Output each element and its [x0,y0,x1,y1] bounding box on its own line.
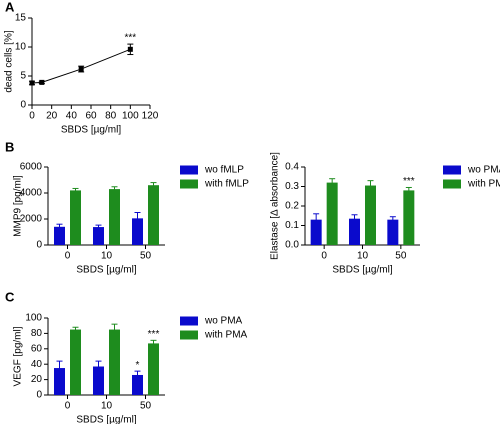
legend-swatch [180,316,198,326]
y-tick-label: 5 [20,71,26,82]
data-point [127,46,133,52]
legend-label: with fMLP [204,179,249,190]
bar [109,189,120,245]
x-tick-label: 100 [122,111,139,122]
y-tick-label: 2000 [20,214,43,225]
x-tick-label: 50 [140,401,152,412]
legend-swatch [443,179,461,189]
x-tick-label: 0 [65,401,71,412]
x-tick-label: 0 [65,251,71,262]
y-tick-label: 0 [20,100,26,111]
y-tick-label: 60 [31,343,43,354]
bar [326,182,338,245]
bar [310,219,322,245]
significance-label: * [136,360,140,371]
bar [93,227,104,245]
bar [54,226,65,245]
panel-label: A [5,0,15,14]
bar [365,185,376,245]
legend-swatch [180,330,198,340]
significance-label: *** [148,329,160,340]
y-tick-label: 0 [36,390,42,401]
x-tick-label: 0 [29,111,35,122]
x-axis-label: SBDS [µg/ml] [332,265,392,276]
data-point [29,80,35,86]
data-point [39,79,45,85]
y-axis-label: dead cells [%] [4,30,15,92]
significance-label: *** [403,176,415,187]
bar [132,374,143,395]
y-tick-label: 0 [36,240,42,251]
y-axis-label: MMP9 [pg/ml] [13,175,24,237]
bar [403,190,415,245]
y-tick-label: 0.2 [285,201,299,212]
y-tick-label: 6000 [20,162,43,173]
x-axis-label: SBDS [µg/ml] [61,125,121,136]
y-tick-label: 4000 [20,188,43,199]
bar [54,368,65,395]
x-tick-label: 80 [105,111,117,122]
x-axis-label: SBDS [µg/ml] [76,265,136,276]
y-tick-label: 20 [31,374,43,385]
bar [148,185,159,245]
x-tick-label: 10 [357,251,369,262]
bar [109,329,120,395]
bar [387,219,399,245]
y-tick-label: 100 [25,313,42,324]
legend-label: wo PMA [204,316,243,327]
x-tick-label: 40 [66,111,78,122]
panel-label: C [5,289,15,304]
y-axis-label: VEGF [pg/ml] [13,326,24,386]
y-tick-label: 0.0 [285,240,299,251]
x-tick-label: 50 [140,251,152,262]
x-tick-label: 50 [395,251,407,262]
bar [132,218,143,245]
bar [70,190,81,245]
y-tick-label: 80 [31,328,43,339]
x-tick-label: 10 [101,251,113,262]
legend-label: wo PMA [467,165,500,176]
y-axis-label: Elastase [Δ absorbance] [270,152,281,260]
bar [148,343,159,395]
bar [93,366,104,395]
x-tick-label: 120 [142,111,159,122]
legend-label: with PMA [204,330,248,341]
y-tick-label: 10 [15,42,27,53]
legend-swatch [180,165,198,175]
bar [70,329,81,395]
legend-label: with PMA [467,179,500,190]
bar [349,218,360,245]
legend-swatch [443,165,461,175]
legend-label: wo fMLP [204,165,244,176]
significance-label: *** [124,33,136,44]
y-tick-label: 0.3 [285,181,299,192]
x-axis-label: SBDS [µg/ml] [76,415,136,424]
panel-label: B [5,139,14,154]
x-tick-label: 10 [101,401,113,412]
y-tick-label: 0.1 [285,220,299,231]
x-tick-label: 60 [85,111,97,122]
data-line [31,48,131,84]
data-point [78,66,84,72]
x-tick-label: 20 [46,111,58,122]
y-tick-label: 15 [15,13,27,24]
legend-swatch [180,179,198,189]
y-tick-label: 40 [31,359,43,370]
x-tick-label: 0 [321,251,327,262]
y-tick-label: 0.4 [285,162,299,173]
